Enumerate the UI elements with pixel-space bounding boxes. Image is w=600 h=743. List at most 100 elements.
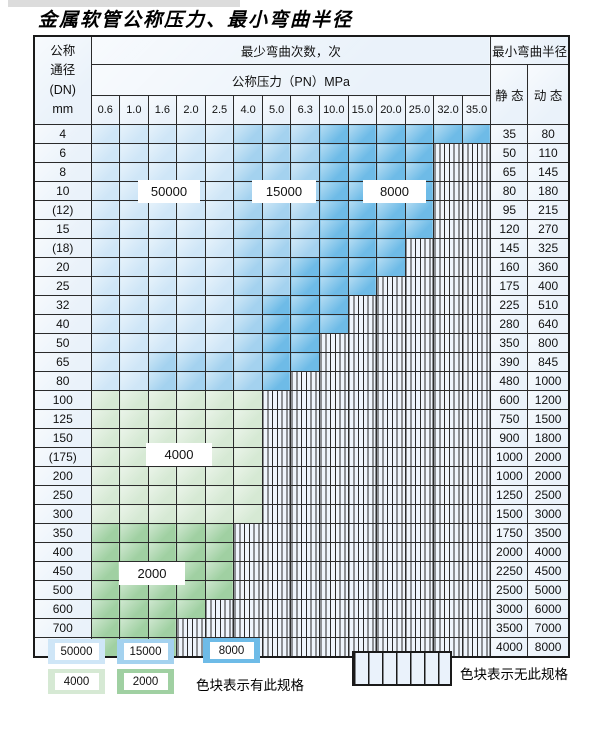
no-spec-cell <box>290 523 320 543</box>
no-spec-cell <box>376 333 406 353</box>
spec-cell-8000 <box>376 162 406 182</box>
spec-cell-50000 <box>119 143 149 163</box>
dn-cell: (18) <box>33 238 92 258</box>
no-spec-cell <box>290 618 320 638</box>
spec-cell-4000 <box>90 409 121 429</box>
spec-cell-15000 <box>261 219 292 239</box>
spec-cell-50000 <box>204 200 235 220</box>
bend-cycles-header: 最少弯曲次数，次 <box>90 35 492 65</box>
dn-cell: 6 <box>33 143 92 163</box>
no-spec-cell <box>433 200 463 220</box>
spec-cell-8000 <box>319 124 349 144</box>
spec-cell-15000 <box>233 295 263 315</box>
dynamic-value-cell: 1800 <box>527 428 570 448</box>
spec-cell-50000 <box>90 352 121 372</box>
dynamic-value-cell: 1000 <box>527 371 570 391</box>
no-spec-cell <box>461 447 492 467</box>
no-spec-cell <box>404 295 435 315</box>
static-value-cell: 175 <box>490 276 529 296</box>
spec-cell-15000 <box>176 352 206 372</box>
spec-cell-50000 <box>204 143 235 163</box>
pressure-value-header: 10.0 <box>319 95 349 125</box>
no-spec-cell <box>319 504 349 524</box>
no-spec-cell <box>433 504 463 524</box>
no-spec-cell <box>319 542 349 562</box>
spec-cell-50000 <box>147 333 178 353</box>
spec-cell-50000 <box>204 162 235 182</box>
no-spec-cell <box>376 390 406 410</box>
dn-cell: 150 <box>33 428 92 448</box>
legend-swatch-4000: 4000 <box>48 669 105 694</box>
no-spec-cell <box>261 542 292 562</box>
spec-cell-2000 <box>90 618 121 638</box>
no-spec-cell <box>319 390 349 410</box>
no-spec-cell <box>290 466 320 486</box>
table-row: (175) 1000 2000 <box>33 447 570 467</box>
table-row: 8 65 145 <box>33 162 570 182</box>
spec-cell-8000 <box>376 143 406 163</box>
static-value-cell: 80 <box>490 181 529 201</box>
no-spec-cell <box>376 561 406 581</box>
spec-cell-4000 <box>233 390 263 410</box>
spec-cell-50000 <box>90 238 121 258</box>
no-spec-cell <box>233 561 263 581</box>
static-value-cell: 2000 <box>490 542 529 562</box>
spec-cell-4000 <box>233 409 263 429</box>
static-value-cell: 1750 <box>490 523 529 543</box>
no-spec-cell <box>347 580 378 600</box>
pressure-header: 公称压力（PN）MPa <box>90 64 492 96</box>
spec-cell-8000 <box>404 124 435 144</box>
no-spec-cell <box>376 352 406 372</box>
no-spec-cell <box>433 485 463 505</box>
no-spec-cell <box>290 599 320 619</box>
no-spec-cell <box>319 485 349 505</box>
spec-cell-50000 <box>119 314 149 334</box>
no-spec-cell <box>290 447 320 467</box>
spec-cell-8000 <box>347 276 378 296</box>
spec-cell-50000 <box>147 124 178 144</box>
spec-cell-50000 <box>204 295 235 315</box>
no-spec-cell <box>261 409 292 429</box>
spec-cell-4000 <box>176 485 206 505</box>
spec-cell-4000 <box>119 409 149 429</box>
static-value-cell: 1250 <box>490 485 529 505</box>
spec-cell-4000 <box>90 485 121 505</box>
dn-cell: 25 <box>33 276 92 296</box>
spec-cell-15000 <box>261 276 292 296</box>
no-spec-cell <box>404 238 435 258</box>
no-spec-cell <box>319 523 349 543</box>
spec-cell-2000 <box>147 580 178 600</box>
spec-cell-4000 <box>119 447 149 467</box>
spec-cell-2000 <box>147 523 178 543</box>
no-spec-cell <box>433 371 463 391</box>
spec-cell-8000 <box>347 162 378 182</box>
no-spec-cell <box>433 618 463 638</box>
spec-cell-50000 <box>176 276 206 296</box>
spec-cell-8000 <box>376 238 406 258</box>
spec-cell-50000 <box>119 124 149 144</box>
no-spec-cell <box>404 276 435 296</box>
pressure-value-header: 2.5 <box>204 95 235 125</box>
no-spec-cell <box>433 143 463 163</box>
no-spec-cell <box>433 238 463 258</box>
no-spec-cell <box>290 409 320 429</box>
no-spec-cell <box>404 561 435 581</box>
dynamic-value-cell: 640 <box>527 314 570 334</box>
spec-cell-2000 <box>119 618 149 638</box>
spec-cell-15000 <box>290 124 320 144</box>
spec-cell-2000 <box>147 599 178 619</box>
spec-cell-4000 <box>147 504 178 524</box>
static-value-cell: 1000 <box>490 447 529 467</box>
static-value-cell: 3500 <box>490 618 529 638</box>
spec-cell-15000 <box>233 333 263 353</box>
spec-cell-4000 <box>204 485 235 505</box>
spec-cell-8000 <box>319 314 349 334</box>
spec-cell-4000 <box>204 428 235 448</box>
no-spec-cell <box>347 333 378 353</box>
static-value-cell: 280 <box>490 314 529 334</box>
no-spec-cell <box>461 352 492 372</box>
spec-cell-8000 <box>433 124 463 144</box>
no-spec-cell <box>347 447 378 467</box>
count-label-8000: 8000 <box>363 180 426 203</box>
spec-cell-8000 <box>319 276 349 296</box>
